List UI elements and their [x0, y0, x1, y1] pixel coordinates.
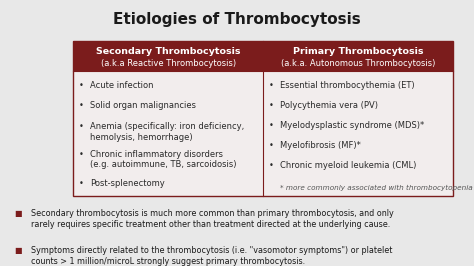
Text: Chronic myeloid leukemia (CML): Chronic myeloid leukemia (CML): [280, 161, 416, 170]
Text: •: •: [79, 101, 84, 110]
Text: Post-splenectomy: Post-splenectomy: [90, 179, 165, 188]
Text: Essential thrombocythemia (ET): Essential thrombocythemia (ET): [280, 81, 414, 90]
Text: •: •: [79, 122, 84, 131]
Text: Secondary Thrombocytosis: Secondary Thrombocytosis: [96, 47, 240, 56]
Text: Primary Thrombocytosis: Primary Thrombocytosis: [292, 47, 423, 56]
Text: Myelodysplastic syndrome (MDS)*: Myelodysplastic syndrome (MDS)*: [280, 121, 424, 130]
Text: Symptoms directly related to the thrombocytosis (i.e. "vasomotor symptoms") or p: Symptoms directly related to the thrombo…: [31, 246, 392, 266]
Text: ■: ■: [14, 209, 22, 218]
Text: Anemia (specifically: iron deficiency,
hemolysis, hemorrhage): Anemia (specifically: iron deficiency, h…: [90, 122, 244, 142]
Text: •: •: [269, 81, 273, 90]
Text: •: •: [269, 121, 273, 130]
Text: (a.k.a. Autonomous Thrombocytosis): (a.k.a. Autonomous Thrombocytosis): [281, 59, 435, 68]
Text: Polycythemia vera (PV): Polycythemia vera (PV): [280, 101, 378, 110]
Text: •: •: [269, 141, 273, 150]
Text: •: •: [79, 149, 84, 159]
Text: Solid organ malignancies: Solid organ malignancies: [90, 101, 196, 110]
Bar: [73, 71, 453, 196]
Text: Chronic inflammatory disorders
(e.g. autoimmune, TB, sarcoidosis): Chronic inflammatory disorders (e.g. aut…: [90, 149, 237, 169]
Bar: [73, 41, 453, 71]
Text: ■: ■: [14, 246, 22, 255]
Text: * more commonly associated with thrombocytopenia: * more commonly associated with thromboc…: [280, 185, 473, 191]
Text: Myelofibrosis (MF)*: Myelofibrosis (MF)*: [280, 141, 361, 150]
Text: (a.k.a Reactive Thrombocytosis): (a.k.a Reactive Thrombocytosis): [100, 59, 236, 68]
Text: Secondary thrombocytosis is much more common than primary thrombocytosis, and on: Secondary thrombocytosis is much more co…: [31, 209, 393, 229]
Bar: [73, 41, 453, 196]
Text: Acute infection: Acute infection: [90, 81, 154, 90]
Text: Etiologies of Thrombocytosis: Etiologies of Thrombocytosis: [113, 12, 361, 27]
Text: •: •: [269, 161, 273, 170]
Text: •: •: [79, 179, 84, 188]
Text: •: •: [269, 101, 273, 110]
Text: •: •: [79, 81, 84, 90]
